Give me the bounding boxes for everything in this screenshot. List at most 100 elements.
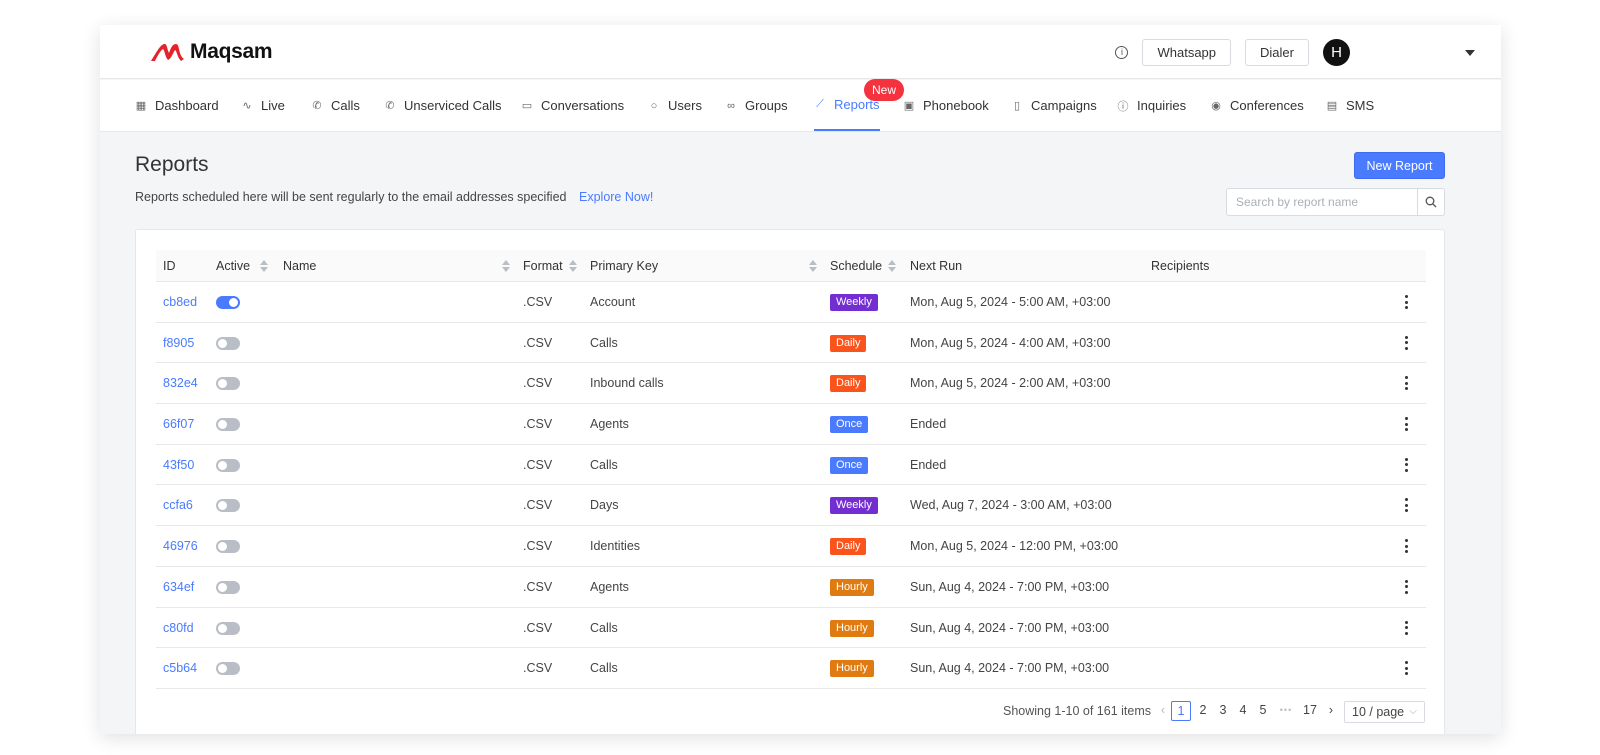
- page-5[interactable]: 5: [1259, 703, 1267, 717]
- user-avatar[interactable]: H: [1323, 39, 1350, 66]
- nav-item-inquiries[interactable]: ⓘ Inquiries: [1117, 98, 1187, 113]
- nav-item-unserviced-calls[interactable]: ✆ Unserviced Calls: [385, 98, 502, 113]
- schedule-badge: Once: [830, 456, 869, 474]
- report-format: .CSV: [523, 457, 553, 472]
- active-toggle[interactable]: [216, 662, 240, 676]
- table-header: ID Active Name Format Primary Key Schedu…: [156, 250, 1426, 282]
- page-4[interactable]: 4: [1239, 703, 1247, 717]
- report-primary-key: Days: [590, 498, 619, 513]
- nav-item-live[interactable]: ∿ Live: [242, 98, 285, 113]
- page-3[interactable]: 3: [1219, 703, 1227, 717]
- sort-icon[interactable]: [569, 260, 577, 272]
- more-vertical-icon[interactable]: [1405, 620, 1408, 635]
- more-vertical-icon[interactable]: [1405, 417, 1408, 432]
- nav-item-campaigns[interactable]: ▯ Campaigns: [1011, 80, 1097, 131]
- col-name[interactable]: Name: [283, 259, 317, 273]
- report-primary-key: Inbound calls: [590, 376, 664, 391]
- dialer-button[interactable]: Dialer: [1245, 39, 1309, 66]
- col-format[interactable]: Format: [523, 259, 563, 273]
- app-window: Maqsam i Whatsapp Dialer H ▦ Dashboard ∿ L…: [100, 25, 1501, 734]
- col-active[interactable]: Active: [216, 259, 251, 273]
- report-format: .CSV: [523, 661, 553, 676]
- whatsapp-button[interactable]: Whatsapp: [1142, 39, 1232, 66]
- main-nav: ▦ Dashboard ∿ Live ✆ Calls ✆ Unserviced Call…: [100, 79, 1501, 132]
- active-toggle[interactable]: [216, 418, 240, 432]
- search-input[interactable]: [1227, 189, 1417, 215]
- report-id-link[interactable]: c80fd: [163, 620, 194, 635]
- explore-now-link[interactable]: Explore Now!: [579, 190, 654, 204]
- brand-logo[interactable]: Maqsam: [150, 39, 273, 65]
- more-vertical-icon[interactable]: [1405, 376, 1408, 391]
- sort-icon[interactable]: [888, 260, 896, 272]
- chevron-left-icon[interactable]: ‹: [1160, 703, 1166, 717]
- report-id-link[interactable]: 634ef: [163, 579, 195, 594]
- active-toggle[interactable]: [216, 377, 240, 391]
- nav-item-calls[interactable]: ✆ Calls: [312, 98, 360, 113]
- chevron-down-icon[interactable]: [1465, 49, 1475, 56]
- page-2[interactable]: 2: [1199, 703, 1207, 717]
- pulse-icon: ∿: [242, 100, 252, 112]
- report-id-link[interactable]: c5b64: [163, 661, 198, 676]
- info-circle-icon[interactable]: i: [1115, 46, 1129, 59]
- pagination: Showing 1-10 of 161 items ‹ 1 2 3 4 5 ••…: [156, 701, 1426, 723]
- search-button[interactable]: [1417, 189, 1444, 215]
- sort-icon[interactable]: [809, 260, 817, 272]
- search-box: [1226, 188, 1445, 216]
- nav-item-users[interactable]: ○ Users: [648, 80, 702, 131]
- col-next-run: Next Run: [910, 259, 963, 273]
- nav-item-conferences[interactable]: ◉ Conferences: [1211, 98, 1304, 113]
- col-primary-key[interactable]: Primary Key: [590, 259, 659, 273]
- report-id-link[interactable]: cb8ed: [163, 295, 198, 309]
- more-vertical-icon[interactable]: [1405, 579, 1408, 594]
- new-report-button[interactable]: New Report: [1354, 152, 1445, 179]
- report-primary-key: Calls: [590, 457, 618, 472]
- active-toggle[interactable]: [216, 296, 240, 309]
- active-toggle[interactable]: [216, 458, 240, 472]
- nav-item-reports[interactable]: ⟋ Reports: [814, 80, 880, 131]
- info-circle-icon: ⓘ: [1117, 100, 1129, 113]
- pagination-ellipsis[interactable]: •••: [1279, 705, 1293, 715]
- page-size-select[interactable]: 10 / page ⌵: [1344, 701, 1425, 723]
- sort-icon[interactable]: [260, 260, 268, 272]
- report-id-link[interactable]: f8905: [163, 335, 195, 350]
- users-icon: ∞: [727, 99, 735, 112]
- sort-icon[interactable]: [502, 260, 510, 272]
- nav-item-conversations[interactable]: ▭ Conversations: [521, 98, 625, 113]
- page-1[interactable]: 1: [1171, 701, 1191, 721]
- report-id-link[interactable]: ccfa6: [163, 498, 193, 513]
- table-row: cb8ed .CSV Account Weekly Mon, Aug 5, 2024 -…: [156, 282, 1426, 323]
- active-toggle[interactable]: [216, 499, 240, 513]
- col-schedule[interactable]: Schedule: [830, 259, 883, 273]
- active-toggle[interactable]: [216, 336, 240, 350]
- report-primary-key: Calls: [590, 335, 618, 350]
- more-vertical-icon[interactable]: [1405, 498, 1408, 513]
- report-next-run: Ended: [910, 457, 947, 472]
- report-id-link[interactable]: 66f07: [163, 417, 195, 432]
- active-toggle[interactable]: [216, 580, 240, 594]
- nav-item-phonebook[interactable]: ▣ Phonebook: [903, 98, 989, 113]
- more-vertical-icon[interactable]: [1405, 539, 1408, 554]
- report-id-link[interactable]: 832e4: [163, 376, 198, 391]
- report-id-link[interactable]: 46976: [163, 539, 198, 554]
- nav-item-sms[interactable]: ▤ SMS: [1326, 98, 1375, 113]
- report-format: .CSV: [523, 417, 553, 432]
- active-toggle[interactable]: [216, 621, 240, 635]
- schedule-badge: Daily: [830, 334, 867, 352]
- schedule-badge: Hourly: [830, 619, 874, 637]
- phone-missed-icon: ✆: [385, 100, 395, 112]
- active-toggle[interactable]: [216, 540, 240, 554]
- nav-item-dashboard[interactable]: ▦ Dashboard: [135, 98, 219, 113]
- page-last[interactable]: 17: [1303, 703, 1317, 717]
- chevron-right-icon[interactable]: ›: [1328, 703, 1334, 717]
- report-next-run: Mon, Aug 5, 2024 - 2:00 AM, +03:00: [910, 376, 1111, 391]
- more-vertical-icon[interactable]: [1405, 661, 1408, 676]
- more-vertical-icon[interactable]: [1405, 295, 1408, 309]
- report-next-run: Sun, Aug 4, 2024 - 7:00 PM, +03:00: [910, 620, 1110, 635]
- more-vertical-icon[interactable]: [1405, 457, 1408, 472]
- more-vertical-icon[interactable]: [1405, 335, 1408, 350]
- chart-icon: ⟋: [816, 98, 824, 110]
- reports-card: ID Active Name Format Primary Key Schedu…: [135, 229, 1445, 734]
- table-row: 634ef .CSV Agents Hourly Sun, Aug 4, 2024 - …: [156, 567, 1426, 608]
- nav-item-groups[interactable]: ∞ Groups: [725, 80, 788, 131]
- report-id-link[interactable]: 43f50: [163, 457, 195, 472]
